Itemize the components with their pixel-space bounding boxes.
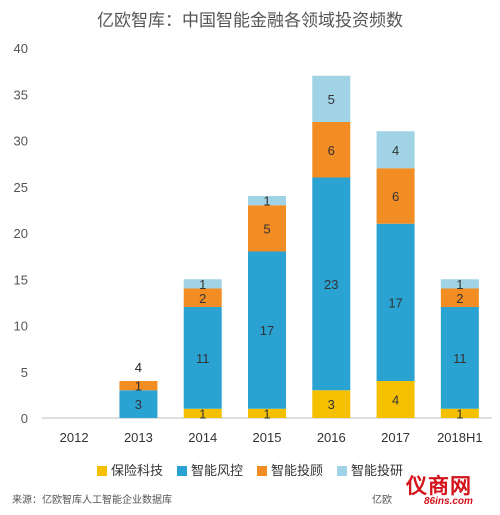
data-label: 3: [135, 397, 142, 412]
bar-segment: [440, 288, 479, 307]
x-tick-label: 2015: [253, 430, 282, 445]
bar-segment: [183, 288, 222, 307]
bar-segment: [248, 196, 286, 206]
x-tick-label: 2013: [124, 430, 153, 445]
data-label: 1: [456, 277, 463, 292]
legend-swatch: [176, 466, 187, 476]
data-label: 11: [196, 351, 210, 366]
bar-segment: [248, 251, 286, 409]
data-label: 1: [456, 406, 463, 421]
bar-segment: [183, 279, 222, 289]
y-tick-label: 0: [21, 411, 28, 426]
bar-segment: [312, 122, 351, 178]
legend-label: 保险科技: [110, 463, 163, 478]
x-tick-label: 2014: [188, 430, 217, 445]
bar-segment: [312, 390, 351, 418]
x-tick-label: 2016: [317, 430, 346, 445]
data-label: 2: [199, 291, 206, 306]
bar-segment: [312, 177, 351, 391]
watermark-logo: 仪商网 86ins.com: [406, 468, 496, 512]
legend-item: 保险科技: [96, 460, 163, 479]
legend-label: 智能投顾: [271, 463, 324, 478]
bar-segment: [312, 75, 351, 122]
logo-subtext: 86ins.com: [424, 496, 473, 507]
bar-segment: [248, 408, 286, 418]
legend: 保险科技 智能风控 智能投顾 智能投研: [0, 460, 500, 479]
data-label: 4: [392, 143, 399, 158]
legend-label: 智能投研: [351, 463, 404, 478]
bars: [119, 75, 479, 418]
y-tick-label: 40: [14, 41, 28, 56]
chart-title: 亿欧智库：中国智能金融各领域投资频数: [97, 11, 403, 30]
data-label: 4: [392, 393, 399, 408]
logo-text: 仪商网: [406, 473, 472, 498]
source-note: 来源：亿欧智库人工智能企业数据库: [12, 495, 172, 506]
legend-item: 智能投顾: [257, 460, 323, 479]
bar-segment: [119, 390, 158, 418]
data-label: 5: [263, 221, 270, 236]
legend-swatch: [96, 466, 107, 476]
legend-swatch: [257, 466, 267, 476]
bar-segment: [248, 205, 286, 252]
bar-segment: [119, 381, 158, 391]
y-tick-label: 15: [14, 272, 28, 287]
bar-segment: [376, 168, 415, 224]
x-tick-label: 2017: [381, 430, 410, 445]
data-label: 5: [328, 92, 335, 107]
data-label: 3: [328, 397, 335, 412]
legend-item: 智能风控: [176, 460, 243, 479]
data-label: 11: [453, 351, 467, 366]
y-tick-label: 10: [14, 319, 28, 334]
legend-swatch: [337, 466, 348, 476]
bar-segment: [376, 131, 415, 169]
data-label: 6: [328, 143, 335, 158]
bar-segment: [440, 408, 479, 418]
data-label: 17: [260, 323, 274, 338]
source-note-right: 亿欧: [372, 495, 392, 506]
x-tick-label: 2018H1: [437, 430, 483, 445]
data-label: 1: [199, 406, 206, 421]
total-label: 4: [135, 360, 142, 375]
data-label: 1: [135, 379, 142, 394]
data-label: 6: [392, 189, 399, 204]
bar-segment: [183, 307, 222, 409]
y-tick-label: 25: [14, 180, 28, 195]
y-tick-label: 20: [14, 226, 28, 241]
data-label: 1: [199, 277, 206, 292]
data-label: 1: [263, 194, 270, 209]
bar-segment: [183, 408, 222, 418]
y-tick-label: 30: [14, 134, 28, 149]
y-tick-label: 35: [14, 87, 28, 102]
bar-segment: [440, 307, 479, 409]
data-label: 1: [263, 406, 270, 421]
legend-item: 智能投研: [337, 460, 403, 479]
data-label: 2: [456, 291, 463, 306]
bar-segment: [376, 223, 415, 381]
legend-label: 智能风控: [190, 463, 243, 478]
data-label: 17: [388, 295, 402, 310]
y-tick-label: 5: [21, 365, 28, 380]
data-label: 23: [324, 277, 338, 292]
x-tick-label: 2012: [60, 430, 89, 445]
bar-segment: [376, 381, 415, 418]
bar-segment: [440, 279, 479, 289]
